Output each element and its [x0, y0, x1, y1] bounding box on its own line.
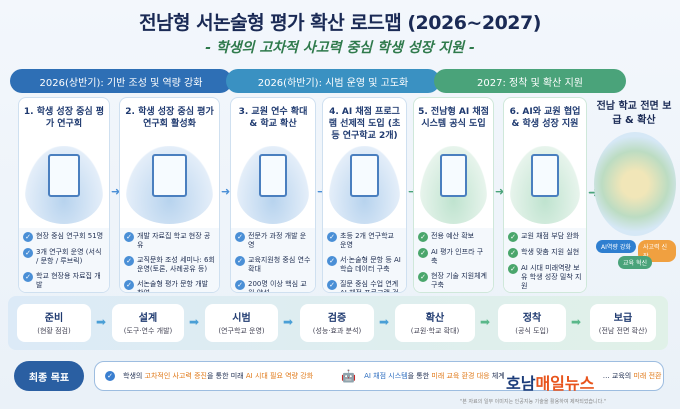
check-icon: ✓ — [508, 264, 518, 274]
goal-2: AI 채점 시스템을 통한 미래 교육 환경 대응 체계 — [364, 372, 505, 380]
arrow-icon: ➡ — [379, 315, 390, 329]
arrow-icon: ➜ — [588, 185, 600, 201]
phase-1: 2026(상반기): 기반 조성 및 역량 강화 — [10, 69, 232, 93]
list-item: ✓ 초등 2개 연구학교 운영 — [327, 232, 402, 250]
list-item: ✓ 서·논술형 문항 등 AI 학습 데이터 구축 — [327, 256, 402, 274]
arrow-icon: ➡ — [189, 315, 200, 329]
list-item: ✓ AI 시대 미래역량 보유 학생 성장 밀착 지원 — [508, 264, 582, 291]
list-item: ✓ 현장 기술 지원체계 구축 — [418, 272, 489, 290]
check-icon: ✓ — [235, 232, 245, 242]
check-icon: ✓ — [124, 232, 134, 242]
list-item: ✓ 학교 현장용 자료집 개발 — [23, 272, 105, 290]
check-icon: ✓ — [508, 248, 518, 258]
list-item: ✓ 교원 채점 부담 완화 — [508, 232, 582, 242]
list-item: ✓ 교육지원청 중심 연수 확대 — [235, 256, 311, 274]
check-icon: ✓ — [124, 256, 134, 266]
check-icon: ✓ — [235, 280, 245, 290]
step-list: ✓ 개발 자료집 학교 현장 공유 ✓ 교직문화 조성 세미나: 6회 운영(토론, … — [120, 228, 219, 292]
process-step-1: 준비 (현황 점검) — [17, 304, 91, 342]
step-card-5: 5. 전남형 AI 채점 시스템 공식 도입 ✓ 전용 예산 확보 ✓ AI 평가 인… — [413, 97, 494, 293]
page-title: 전남형 서논술형 평가 확산 로드맵 (2026~2027) — [139, 12, 541, 34]
arrow-icon: ➡ — [571, 315, 582, 329]
arrow-icon: ➜ — [408, 185, 417, 198]
list-item: ✓ 3개 연구회 운영 (서식 / 문항 / 루브릭) — [23, 248, 105, 266]
check-icon: ✓ — [235, 256, 245, 266]
tag-ai: AI역량 강화 — [596, 240, 636, 253]
robot-icon: 🤖 — [341, 369, 357, 383]
step-title: 2. 학생 성장 중심 평가 연구회 활성화 — [125, 107, 214, 129]
check-icon: ✓ — [23, 248, 33, 258]
arrow-icon: ➜ — [495, 185, 505, 198]
process-step-4: 검증 (성능·효과 분석) — [300, 304, 374, 342]
check-icon: ✓ — [508, 232, 518, 242]
process-step-5: 확산 (교원·학교 확대) — [395, 304, 475, 342]
step-illustration — [329, 146, 400, 224]
list-item: ✓ 200명 이상 핵심 교원 양성 — [235, 280, 311, 292]
page-subtitle: - 학생의 고차적 사고력 중심 학생 성장 지원 - — [205, 40, 475, 56]
step-title: 4. AI 채점 프로그램 선제적 도입 (초등 연구학교 2개) — [328, 107, 401, 141]
step-illustration — [25, 146, 103, 224]
step-illustration — [126, 146, 213, 224]
step-list: ✓ 교원 채점 부담 완화 ✓ 학생 맞춤 지원 실현 ✓ AI 시대 미래역량 보유 학… — [504, 228, 586, 292]
goal-1: 학생의 고차적인 사고력 증진을 통한 미래 AI 시대 필요 역량 강화 — [123, 372, 314, 380]
check-icon: ✓ — [327, 232, 337, 242]
step-card-3: 3. 교원 연수 확대 & 학교 확산 ✓ 전문가 과정 개발 운영 ✓ 교육지원청 … — [230, 97, 316, 293]
check-icon: ✓ — [23, 272, 33, 282]
goal-3: … 교육의 미래 전환 — [602, 372, 662, 380]
list-item: ✓ 개발 자료집 학교 현장 공유 — [124, 232, 215, 250]
final-goal-box: ✓ 학생의 고차적인 사고력 증진을 통한 미래 AI 시대 필요 역량 강화 … — [94, 361, 664, 391]
step-title: 5. 전남형 AI 채점 시스템 공식 도입 — [418, 107, 489, 129]
final-goal-label: 최종 목표 — [14, 361, 84, 391]
arrow-icon: ➡ — [283, 315, 294, 329]
step-title: 6. AI와 교원 협업 & 학생 성장 지원 — [509, 107, 581, 129]
check-icon: ✓ — [327, 256, 337, 266]
list-item: ✓ 전용 예산 확보 — [418, 232, 489, 242]
list-item: ✓ 현장 중심 연구회 51명 — [23, 232, 105, 242]
school-map-illustration: AI역량 강화 사고력 신장 교육 혁신 — [594, 132, 676, 269]
step-title: 1. 학생 성장 중심 평가 연구회 — [23, 107, 105, 129]
list-item: ✓ 서논술형 평가 문항 개발 참여 — [124, 280, 215, 292]
list-item: ✓ 학생 맞춤 지원 실현 — [508, 248, 582, 258]
step-illustration — [510, 146, 580, 224]
arrow-icon: ➜ — [317, 185, 326, 198]
phase-2: 2026(하반기): 시범 운영 및 고도화 — [226, 69, 440, 93]
final-title: 전남 학교 전면 보급 & 확산 — [596, 101, 672, 126]
step-list: ✓ 초등 2개 연구학교 운영 ✓ 서·논술형 문항 등 AI 학습 데이터 구축 ✓ 질… — [323, 228, 406, 292]
check-icon: ✓ — [418, 272, 428, 282]
footnote: "본 자료의 일부 이미지는 인공지능 기술을 활용하여 제작되었습니다." — [460, 399, 607, 405]
arrow-icon: ➜ — [221, 185, 231, 198]
step-card-4: 4. AI 채점 프로그램 선제적 도입 (초등 연구학교 2개) ✓ 초등 2개… — [322, 97, 407, 293]
list-item: ✓ AI 평가 인프라 구축 — [418, 248, 489, 266]
check-icon: ✓ — [105, 371, 115, 381]
step-illustration — [237, 146, 309, 224]
arrow-icon: ➜ — [111, 185, 121, 198]
step-card-6: 6. AI와 교원 협업 & 학생 성장 지원 ✓ 교원 채점 부담 완화 ✓ 학생 … — [503, 97, 587, 293]
step-list: ✓ 현장 중심 연구회 51명 ✓ 3개 연구회 운영 (서식 / 문항 / 루브릭)… — [19, 228, 109, 292]
step-illustration — [420, 146, 487, 224]
step-card-1: 1. 학생 성장 중심 평가 연구회 ✓ 현장 중심 연구회 51명 ✓ 3개 연구회… — [18, 97, 110, 293]
arrow-icon: ➡ — [480, 315, 491, 329]
check-icon: ✓ — [418, 248, 428, 258]
step-title: 3. 교원 연수 확대 & 학교 확산 — [238, 107, 308, 129]
process-step-2: 설계 (도구·연수 개발) — [112, 304, 184, 342]
check-icon: ✓ — [23, 232, 33, 242]
list-item: ✓질문 중심 수업 연계 AI 채점 프로그램 검증 — [327, 280, 402, 292]
process-step-3: 시범 (연구학교 운영) — [205, 304, 278, 342]
step-card-2: 2. 학생 성장 중심 평가 연구회 활성화 ✓ 개발 자료집 학교 현장 공유 ✓… — [119, 97, 220, 293]
list-item: ✓ 교직문화 조성 세미나: 6회 운영(토론, 사례공유 등) — [124, 256, 215, 274]
arrow-icon: ➡ — [96, 315, 107, 329]
check-icon: ✓ — [327, 280, 337, 290]
phase-3: 2027: 정착 및 확산 지원 — [434, 69, 626, 93]
tag-innovation: 교육 혁신 — [618, 256, 652, 269]
check-icon: ✓ — [418, 232, 428, 242]
watermark-logo: 호남매일뉴스 — [506, 374, 595, 393]
check-icon: ✓ — [124, 280, 134, 290]
process-step-7: 보급 (전남 전면 확산) — [590, 304, 656, 342]
list-item: ✓ 전문가 과정 개발 운영 — [235, 232, 311, 250]
step-list: ✓ 전문가 과정 개발 운영 ✓ 교육지원청 중심 연수 확대 ✓ 200명 이상 핵심 … — [231, 228, 315, 292]
process-step-6: 정착 (공식 도입) — [498, 304, 566, 342]
step-list: ✓ 전용 예산 확보 ✓ AI 평가 인프라 구축 ✓ 현장 기술 지원체계 구축 — [414, 228, 493, 292]
